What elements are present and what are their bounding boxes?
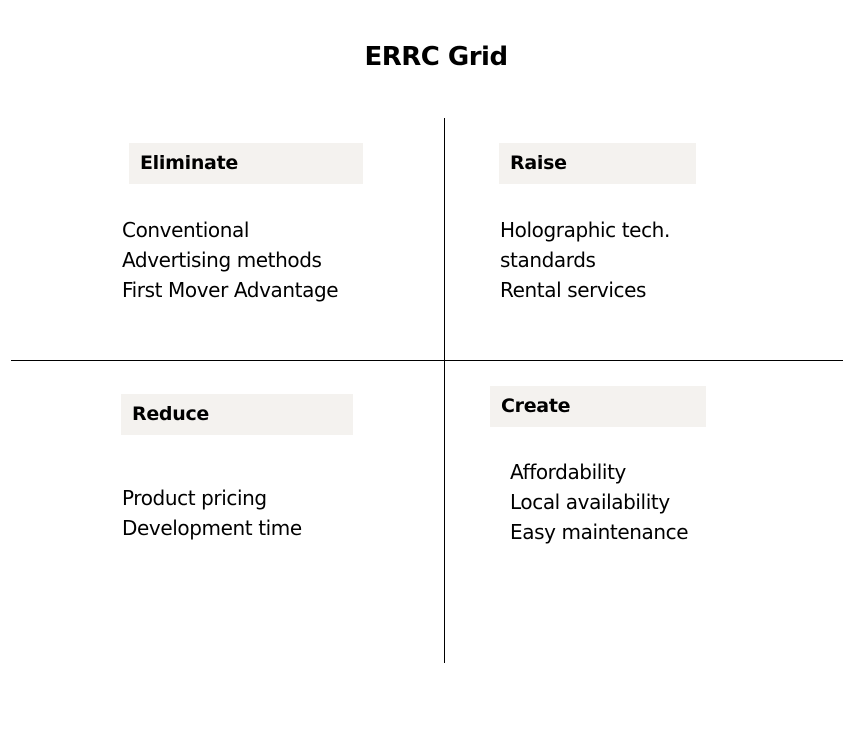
reduce-list: Product pricing Development time xyxy=(122,483,302,543)
raise-header: Raise xyxy=(499,143,696,184)
raise-item: standards xyxy=(500,248,596,272)
diagram-title: ERRC Grid xyxy=(364,42,508,72)
reduce-header: Reduce xyxy=(121,394,353,435)
vertical-divider xyxy=(444,118,445,663)
raise-item: Rental services xyxy=(500,278,647,302)
raise-item: Holographic tech. xyxy=(500,218,670,242)
raise-list: Holographic tech. standards Rental servi… xyxy=(500,215,670,305)
create-item: Affordability xyxy=(510,460,626,484)
horizontal-divider xyxy=(11,360,843,361)
reduce-item: Development time xyxy=(122,516,302,540)
eliminate-item: First Mover Advantage xyxy=(122,278,339,302)
eliminate-list: Conventional Advertising methods First M… xyxy=(122,215,339,305)
create-item: Local availability xyxy=(510,490,670,514)
eliminate-item: Advertising methods xyxy=(122,248,322,272)
reduce-item: Product pricing xyxy=(122,486,267,510)
eliminate-header: Eliminate xyxy=(129,143,363,184)
create-item: Easy maintenance xyxy=(510,520,689,544)
create-header: Create xyxy=(490,386,706,427)
create-list: Affordability Local availability Easy ma… xyxy=(510,457,689,547)
eliminate-item: Conventional xyxy=(122,218,250,242)
